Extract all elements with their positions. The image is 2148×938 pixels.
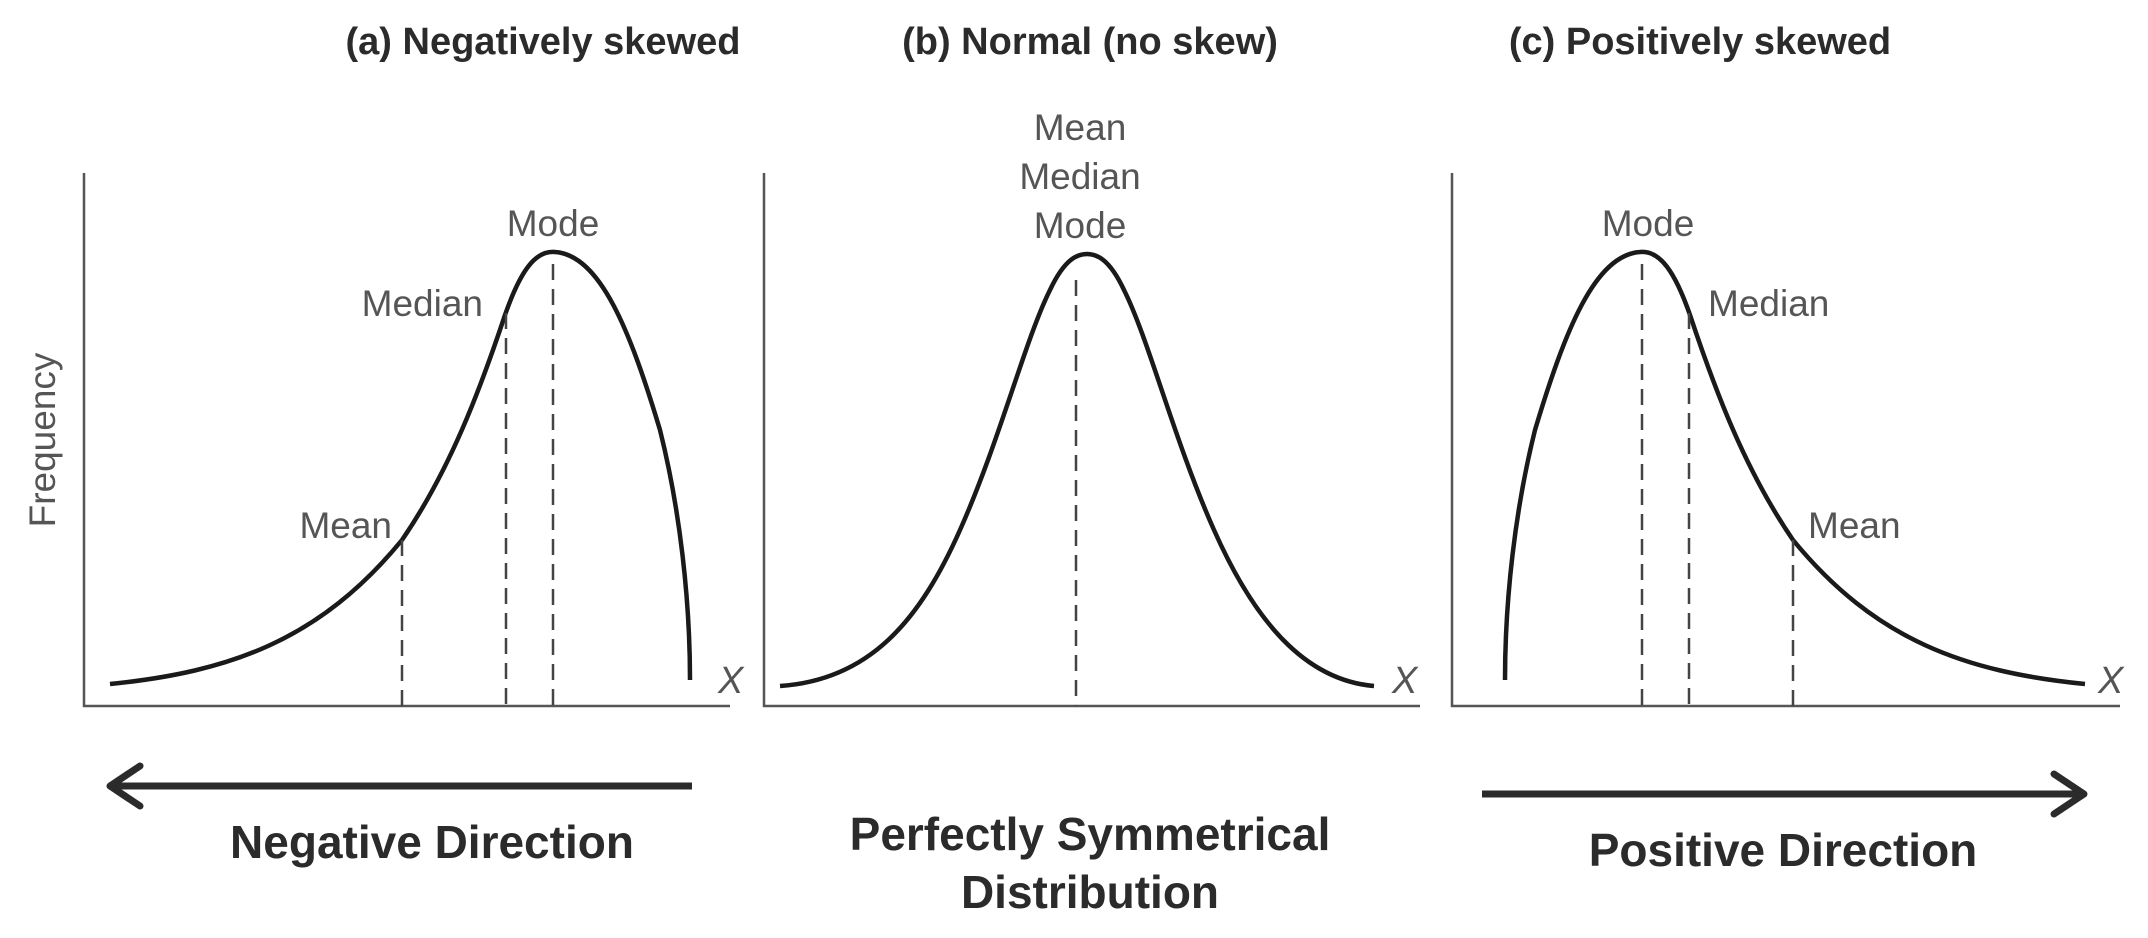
panel-a-mean-label: Mean bbox=[299, 505, 392, 546]
caption-positive-direction: Positive Direction bbox=[1589, 824, 1978, 876]
panel-b-label-mode: Mode bbox=[1034, 205, 1127, 246]
negative-direction-arrow bbox=[106, 762, 692, 810]
panel-c: Mode Median Mean X bbox=[1450, 173, 2125, 708]
panel-a-title: (a) Negatively skewed bbox=[346, 21, 741, 63]
panel-b-title: (b) Normal (no skew) bbox=[902, 21, 1278, 63]
panel-a-x-symbol: X bbox=[717, 660, 745, 702]
panel-b-x-symbol: X bbox=[1391, 660, 1419, 702]
panel-a-axes bbox=[82, 173, 730, 708]
panel-a: Mode Median Mean X bbox=[82, 173, 745, 708]
panel-b-label-median: Median bbox=[1019, 156, 1140, 197]
panel-b: Mean Median Mode X bbox=[762, 107, 1420, 708]
panel-c-curve bbox=[1502, 249, 2086, 687]
caption-symmetrical-line2: Distribution bbox=[961, 866, 1219, 918]
panel-a-median-label: Median bbox=[362, 283, 483, 324]
panel-b-axes bbox=[762, 173, 1420, 708]
y-axis-label: Frequency bbox=[22, 352, 63, 527]
panel-a-mode-label: Mode bbox=[507, 203, 600, 244]
positive-direction-arrow bbox=[1482, 770, 2088, 818]
caption-symmetrical-line1: Perfectly Symmetrical bbox=[850, 808, 1331, 860]
panel-b-curve bbox=[779, 251, 1375, 689]
panel-c-title: (c) Positively skewed bbox=[1509, 21, 1891, 63]
panel-c-median-label: Median bbox=[1708, 283, 1829, 324]
panel-b-label-mean: Mean bbox=[1034, 107, 1127, 148]
panel-c-mean-label: Mean bbox=[1808, 505, 1901, 546]
panel-a-curve bbox=[109, 249, 693, 687]
caption-negative-direction: Negative Direction bbox=[230, 816, 634, 868]
panel-c-axes bbox=[1450, 173, 2120, 708]
panel-c-mode-label: Mode bbox=[1602, 203, 1695, 244]
panel-c-x-symbol: X bbox=[2097, 660, 2125, 702]
